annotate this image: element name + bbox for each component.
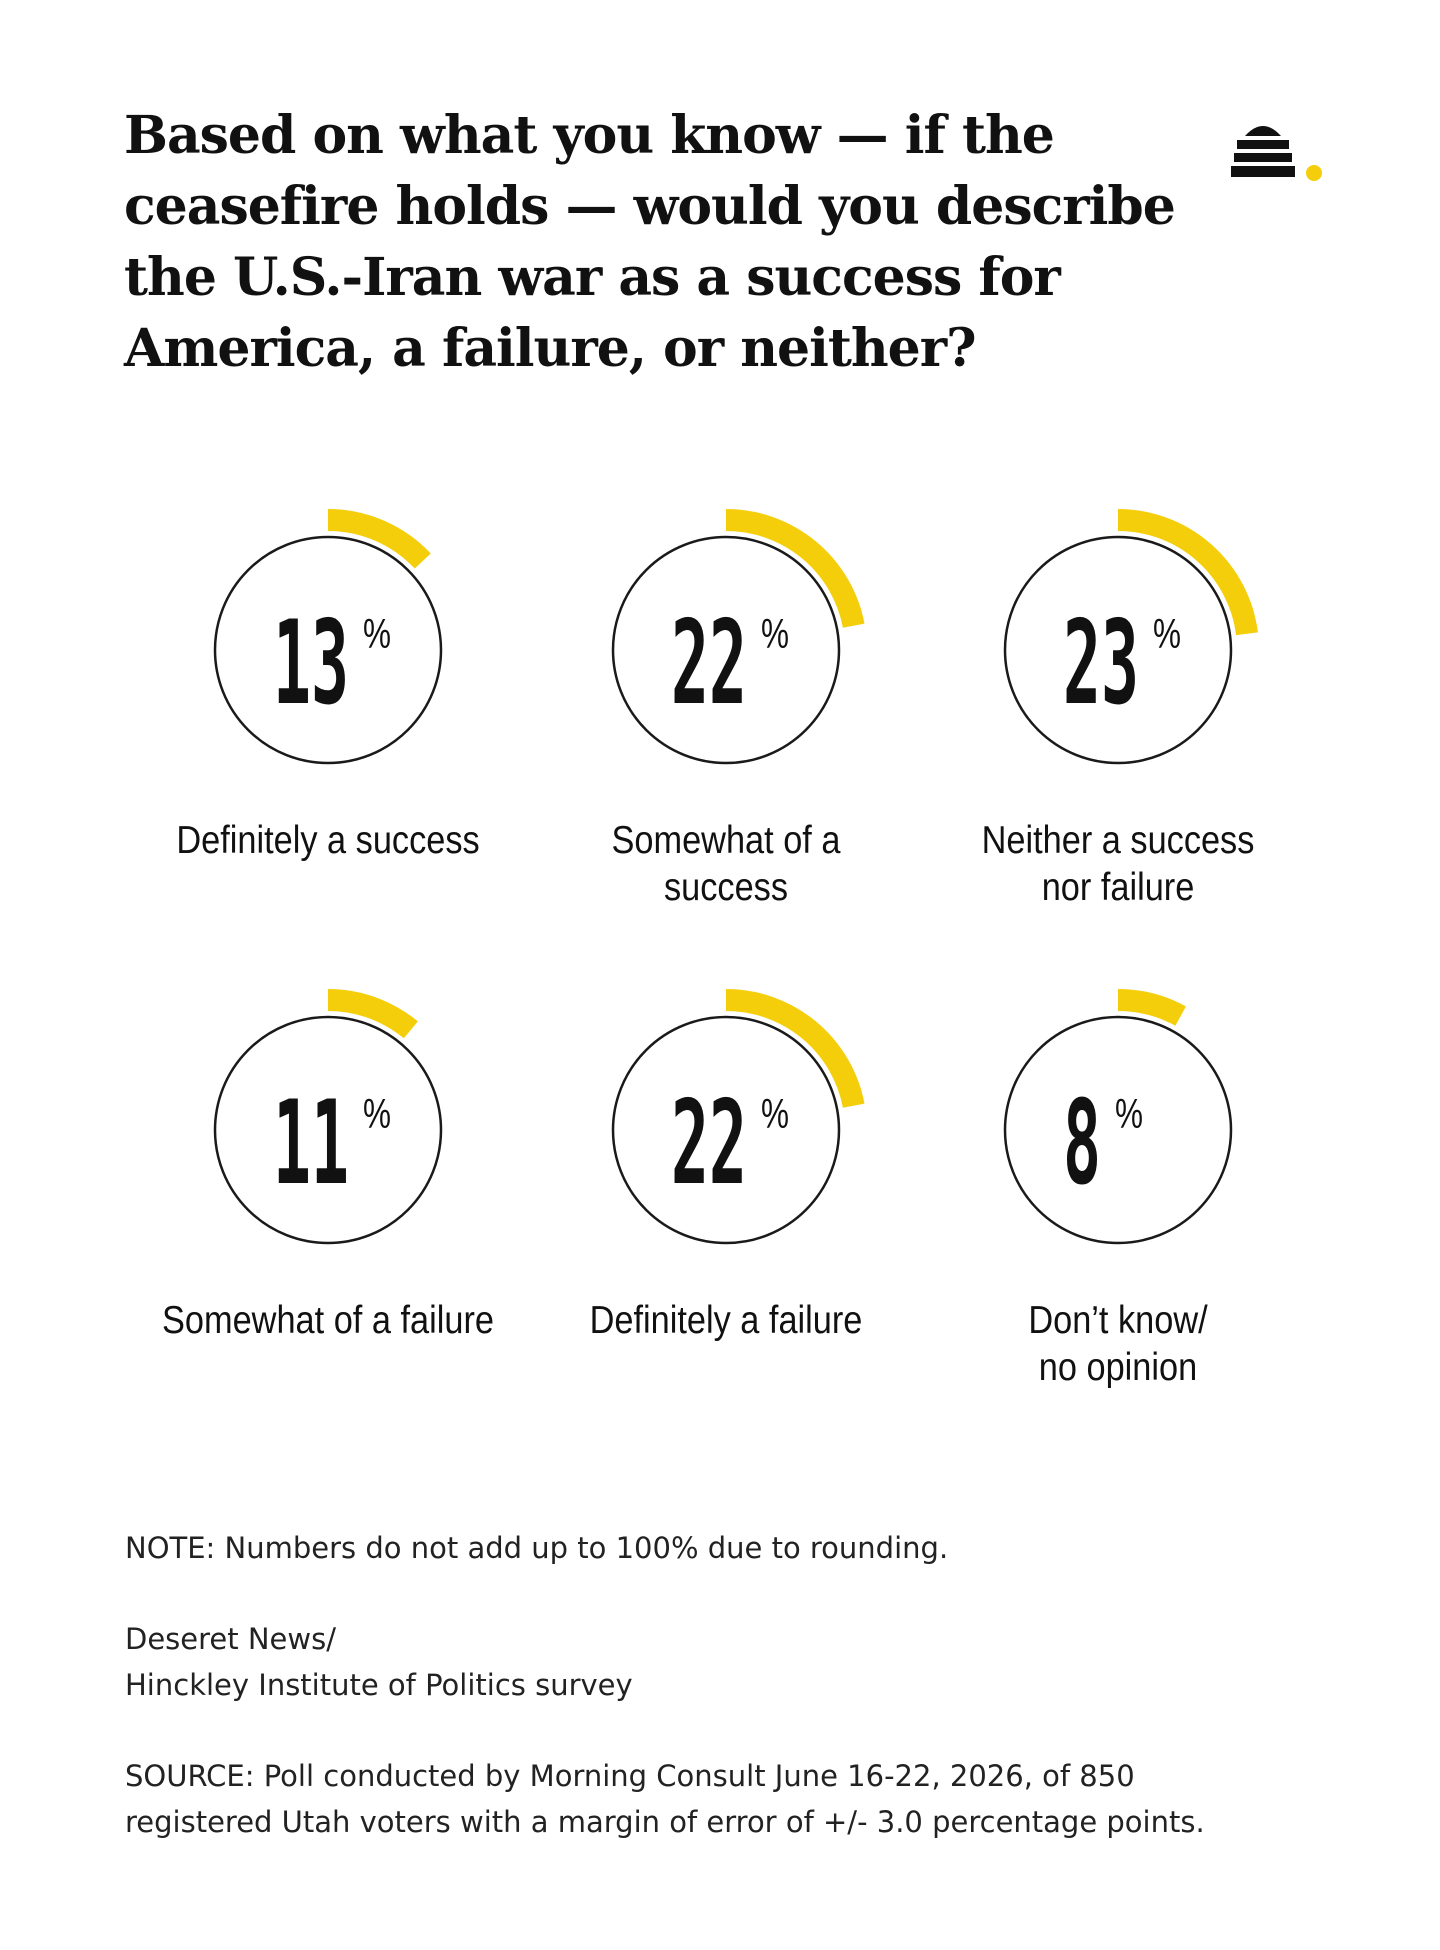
radial-chart-svg: 13% 22% 23 %11% 22% 8% xyxy=(213,509,1258,1245)
percent-sign: % xyxy=(1115,1090,1143,1137)
chart-title: Based on what you know — if the ceasefir… xyxy=(124,105,1176,379)
source: SOURCE: Poll conducted by Morning Consul… xyxy=(125,1753,1375,1845)
category-label: Don’t know/no opinion xyxy=(1028,1299,1208,1389)
ring-group: 23% xyxy=(1003,509,1258,765)
progress-arc xyxy=(725,989,865,1108)
category-label: Neither a success nor failure xyxy=(981,819,1255,909)
value-label: 13 xyxy=(273,596,349,731)
value-label: 22 xyxy=(671,596,747,731)
ring-group: 13% xyxy=(213,509,443,765)
value-label: 23 xyxy=(1063,596,1139,731)
ring-outline xyxy=(611,1015,841,1245)
ring-outline xyxy=(213,1015,443,1245)
ring-group: 8% xyxy=(1003,989,1233,1245)
progress-arc xyxy=(327,989,418,1039)
percent-sign: % xyxy=(363,610,391,657)
footer: NOTE: Numbers do not add up to 100% due … xyxy=(125,1525,1375,1890)
chart-area: 13% 22% 23% 11% 22% 8% Definitely a success So… xyxy=(0,500,1440,1420)
source-line-1: SOURCE: Poll conducted by Morning Consul… xyxy=(125,1759,1135,1793)
category-label: Definitely a failure xyxy=(589,1299,863,1342)
ring-group: 22% xyxy=(611,509,865,765)
credit: Deseret News/ Hinckley Institute of Poli… xyxy=(125,1616,1375,1708)
beehive-logo-icon xyxy=(1225,116,1325,186)
category-label: Somewhat of a success xyxy=(611,819,841,909)
logo-dot xyxy=(1306,165,1322,181)
value-label: 8 xyxy=(1063,1076,1101,1211)
source-line-2: registered Utah voters with a margin of … xyxy=(125,1805,1205,1839)
ring-group: 22% xyxy=(611,989,865,1245)
category-label: Somewhat of a failure xyxy=(162,1299,494,1342)
ring-group: 11% xyxy=(213,989,443,1245)
progress-arc xyxy=(327,509,431,569)
progress-arc xyxy=(1117,989,1186,1026)
value-label: 22 xyxy=(671,1076,747,1211)
credit-line-2: Hinckley Institute of Politics survey xyxy=(125,1668,633,1702)
ring-outline xyxy=(1003,535,1233,765)
progress-arc xyxy=(1117,509,1258,636)
value-label: 11 xyxy=(273,1076,349,1211)
percent-sign: % xyxy=(761,610,789,657)
footnote: NOTE: Numbers do not add up to 100% due … xyxy=(125,1531,949,1565)
percent-sign: % xyxy=(363,1090,391,1137)
credit-line-1: Deseret News/ xyxy=(125,1622,336,1656)
percent-sign: % xyxy=(761,1090,789,1137)
ring-outline xyxy=(611,535,841,765)
percent-sign: % xyxy=(1153,610,1181,657)
category-label: Definitely a success xyxy=(176,819,480,862)
progress-arc xyxy=(725,509,865,628)
ring-outline xyxy=(1003,1015,1233,1245)
ring-outline xyxy=(213,535,443,765)
